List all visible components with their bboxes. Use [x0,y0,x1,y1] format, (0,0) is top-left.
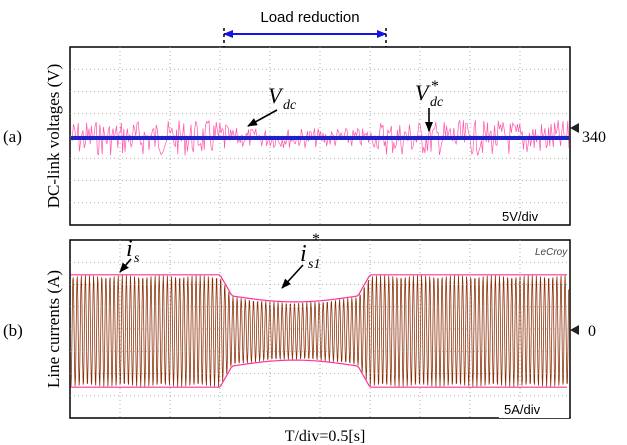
is1-ref-lower-envelope [71,359,567,388]
panel-b-traces [70,274,570,388]
panel-a-traces [70,119,570,156]
panel-b-ref-value: 0 [588,323,596,340]
panel-b-ref-marker-icon [570,325,579,335]
vdc-ref-label-sup: * [431,78,439,95]
is1-pointer-arrow [281,264,304,289]
panel-a-scale: 5V/div [502,209,539,224]
panel-b-scale: 5A/div [504,402,541,417]
is-label: i s [126,236,140,266]
is-trace [70,275,570,387]
panel-a-ref-value: 340 [582,129,606,146]
is1-ref-upper-envelope [71,274,567,303]
panel-a-ylabel: DC-link voltages (V) [44,64,63,208]
vdc-label-main: V [268,83,284,108]
is1-ref-label-main: i [300,241,307,267]
vdc-label-sub: dc [283,98,297,113]
brand-label: LeCroy [535,247,568,258]
load-reduction-label: Load reduction [260,9,359,26]
panel-a-tag: (a) [3,127,22,146]
is-label-main: i [126,236,133,262]
vdc-label: V dc [268,83,297,113]
time-scale-label: T/div=0.5[s] [285,428,366,445]
panel-a-ref-marker-icon [570,123,579,133]
vdc-ref-label-main: V [415,80,431,105]
vdc-trace [70,119,570,156]
is1-ref-label-sub: s1 [308,257,320,272]
is-label-sub: s [134,251,140,266]
is1-ref-label-sup: * [312,231,320,248]
panel-b: (b) Line currents (A) 5A/div LeCroy 0 i … [3,231,596,419]
brand-bg [531,244,569,258]
vdc-pointer-arrow [247,109,278,127]
vdc-ref-label: V dc * [415,78,444,110]
panel-b-tag: (b) [3,321,23,340]
panel-a: (a) DC-link voltages (V) 5V/div 340 V dc… [3,46,606,226]
panel-b-ylabel: Line currents (A) [44,270,63,388]
panel-b-scale-bg [499,402,569,418]
vdc-ref-label-sub: dc [430,95,444,110]
is1-ref-label: i s1 * [300,231,320,272]
is-pointer-arrow [119,258,132,273]
panel-b-grid [70,240,570,418]
